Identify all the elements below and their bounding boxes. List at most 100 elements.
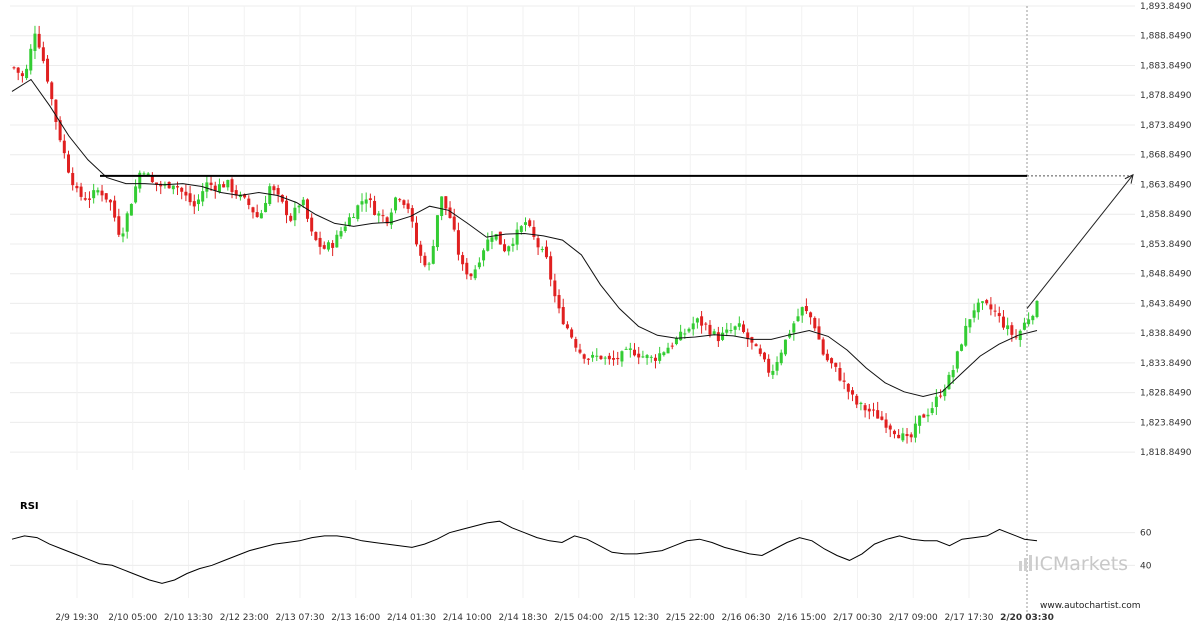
candle-body (456, 230, 460, 255)
moving-average (11, 78, 1038, 398)
candle-body (905, 434, 909, 437)
candle-body (557, 295, 561, 309)
candle-body (813, 317, 817, 329)
candle-body (356, 205, 360, 219)
candle-body (834, 362, 838, 367)
candle-body (997, 313, 1001, 317)
price-tick-label: 1,873.8490 (1140, 121, 1192, 131)
rsi-tick-label: 60 (1140, 529, 1152, 539)
candle-body (503, 244, 507, 252)
candle-body (87, 198, 91, 200)
candle-body (821, 339, 825, 355)
candle-body (20, 73, 24, 77)
candle-body (188, 193, 192, 203)
rsi-tick-label: 40 (1140, 561, 1152, 571)
rsi-panel: RSI 60 40 (10, 501, 1152, 584)
candle-body (381, 215, 385, 217)
candle-body (620, 351, 624, 362)
candle-body (448, 207, 452, 218)
candle-body (280, 194, 284, 202)
candle-body (565, 324, 569, 329)
time-tick-label: 2/16 06:30 (721, 613, 770, 623)
candle-body (364, 199, 368, 204)
candle-body (792, 323, 796, 333)
time-tick-label: 2/15 12:30 (610, 613, 659, 623)
candle-body (452, 216, 456, 230)
candle-body (687, 328, 691, 332)
candle-body (373, 200, 377, 215)
candle-body (255, 212, 259, 217)
candle-body (469, 273, 473, 277)
time-tick-label: 2/16 15:00 (777, 613, 826, 623)
candle-body (12, 67, 16, 69)
candle-body (825, 353, 829, 361)
candle-body (1035, 301, 1039, 317)
candle-body (50, 82, 54, 100)
candle-body (779, 352, 783, 364)
candle-body (918, 415, 922, 426)
candle-body (737, 323, 741, 327)
candle-body (653, 357, 657, 361)
candle-body (268, 186, 272, 205)
candle-body (876, 410, 880, 419)
candle-body (440, 196, 444, 217)
time-tick-label: 2/12 23:00 (220, 613, 269, 623)
candle-body (377, 213, 381, 216)
candle-body (742, 324, 746, 332)
candle-body (389, 212, 393, 225)
broker-logo-icon (1019, 555, 1032, 571)
candle-body (213, 185, 217, 191)
candle-body (37, 33, 41, 48)
candle-body (1018, 330, 1022, 340)
projection-arrow-line (1026, 174, 1134, 309)
time-tick-label: 2/13 16:00 (331, 613, 380, 623)
candle-body (830, 358, 834, 364)
candle-body (851, 390, 855, 395)
candle-body (494, 234, 498, 240)
candle-body (658, 353, 662, 361)
candle-body (301, 199, 305, 206)
candle-body (679, 331, 683, 341)
candle-body (498, 231, 502, 245)
candle-body (524, 222, 527, 225)
candle-body (33, 33, 37, 51)
candle-body (121, 233, 125, 237)
candle-body (234, 190, 238, 196)
candle-body (171, 185, 175, 190)
candle-body (515, 229, 519, 245)
current-time-label: 2/20 03:30 (1000, 613, 1054, 623)
candle-body (993, 310, 997, 312)
candle-body (633, 349, 637, 356)
candle-body (708, 324, 712, 335)
candle-body (192, 201, 196, 207)
candle-body (461, 255, 465, 265)
candle-body (775, 361, 779, 371)
candle-body (259, 213, 263, 219)
candle-body (578, 349, 582, 353)
watermark: ICMarkets www.autochartist.com (1019, 553, 1141, 611)
candle-body (628, 348, 632, 350)
price-tick-label: 1,878.8490 (1140, 91, 1192, 101)
candle-body (314, 232, 318, 240)
source-url[interactable]: www.autochartist.com (1040, 601, 1141, 611)
candle-body (310, 217, 314, 232)
candle-body (54, 99, 58, 122)
candle-body (691, 323, 695, 330)
candle-body (800, 307, 804, 316)
candle-body (943, 388, 947, 397)
candle-body (989, 304, 993, 310)
rsi-line (11, 520, 1038, 584)
candle-body (482, 250, 486, 261)
candle-body (1014, 336, 1018, 338)
candle-body (326, 242, 330, 250)
candle-body (674, 338, 678, 345)
candle-body (570, 329, 574, 338)
time-tick-label: 2/9 19:30 (55, 613, 99, 623)
candle-body (435, 215, 439, 248)
price-tick-label: 1,883.8490 (1140, 61, 1192, 71)
candle-body (251, 207, 255, 213)
candle-body (909, 434, 913, 438)
candle-body (196, 199, 200, 205)
candle-body (1022, 322, 1026, 330)
candle-body (922, 414, 926, 418)
